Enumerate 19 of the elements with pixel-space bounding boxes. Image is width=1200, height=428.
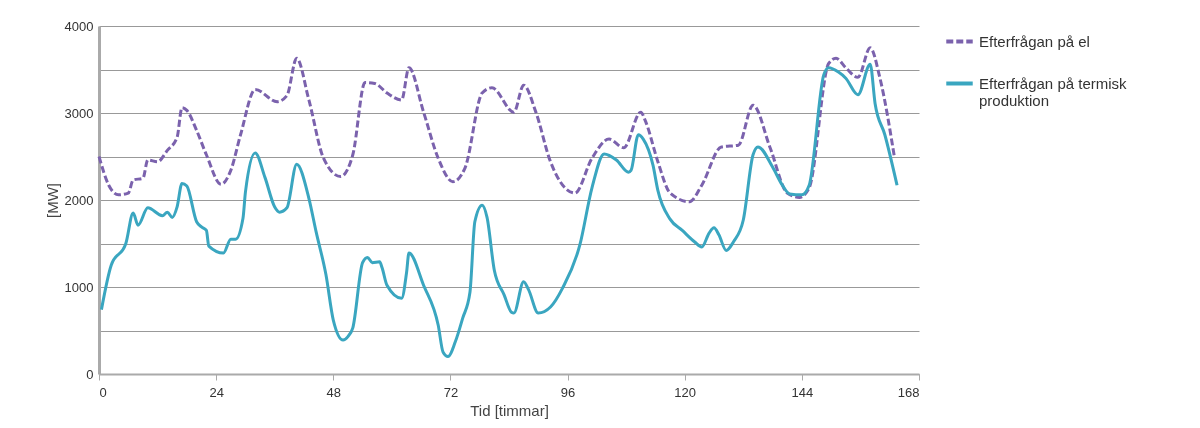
x-tick-label: 144 [791,384,814,400]
x-axis-title: Tid [timmar] [470,401,549,419]
y-tick-label: 4000 [64,18,94,34]
y-tick-label: 2000 [64,192,94,208]
line-series [97,46,897,204]
x-tick-label: 0 [99,384,107,400]
x-tick-label: 24 [209,384,224,400]
legend-label: Efterfrågan på el [979,32,1090,50]
y-axis-title: [MW] [43,183,61,218]
y-tick-label: 1000 [64,279,94,295]
legend-label: Efterfrågan på termisk produktion [979,74,1128,109]
y-tick-label: 3000 [64,105,94,121]
x-tick-label: 168 [897,384,920,400]
x-tick-label: 48 [326,384,342,400]
x-tick-label: 96 [560,384,576,400]
x-tick-label: 72 [443,384,459,400]
y-tick-label: 0 [86,366,94,382]
line-series [99,62,899,359]
x-tick-label: 120 [674,384,697,400]
